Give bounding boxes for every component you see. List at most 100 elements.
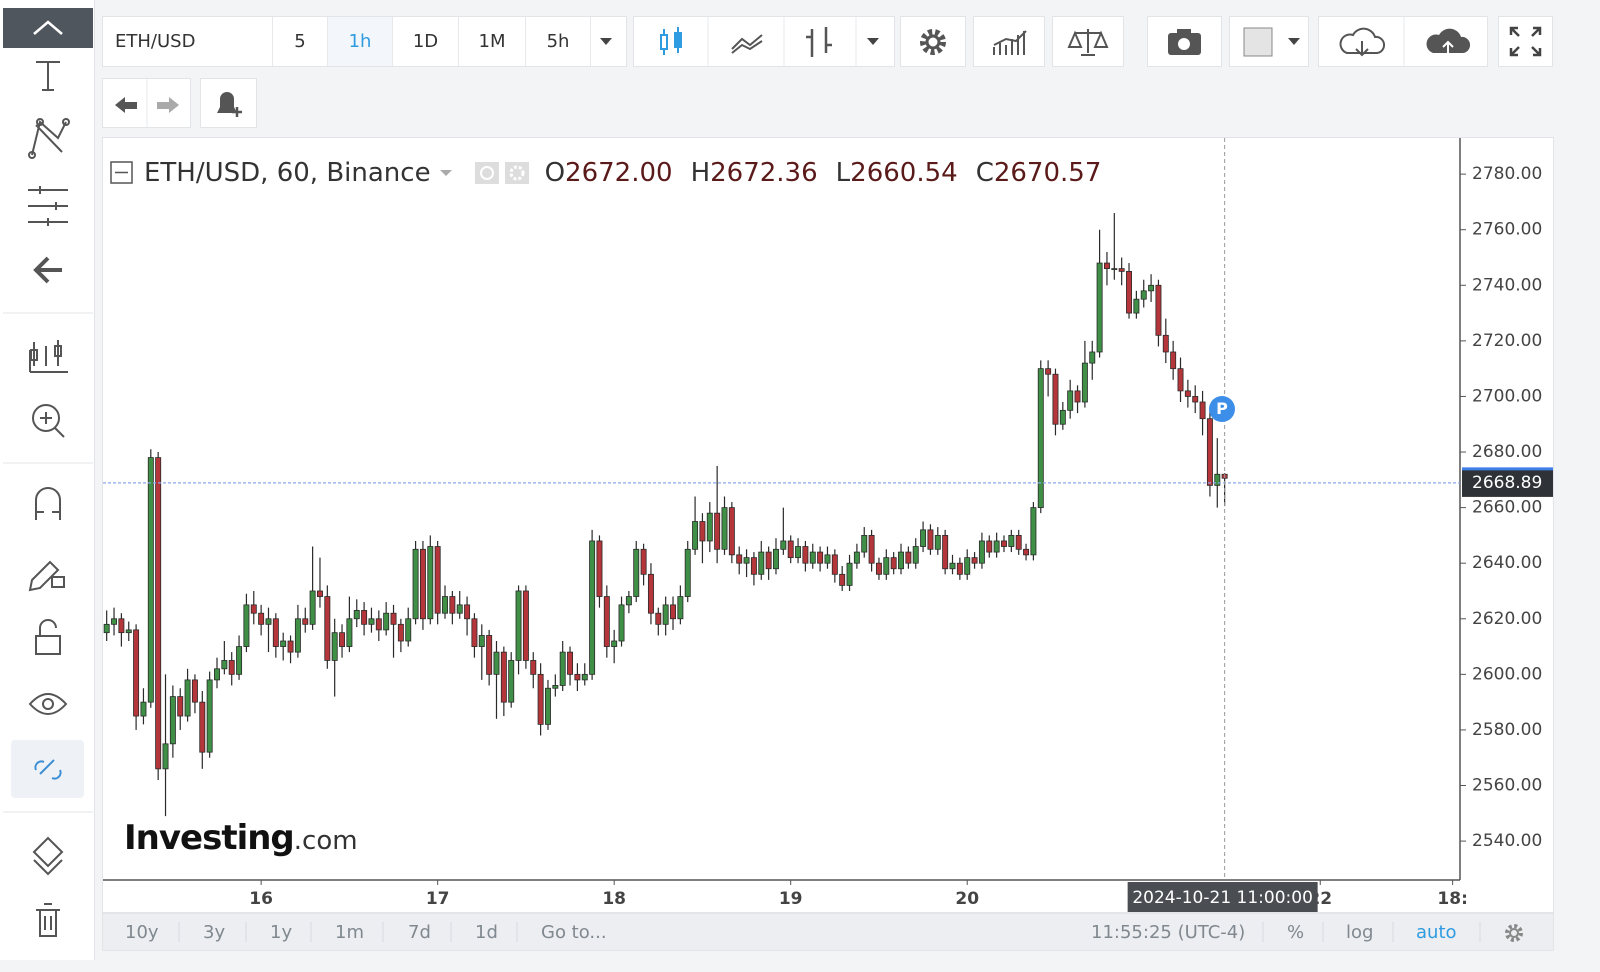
candle-body [692,521,699,550]
dropdown-arrow[interactable] [599,37,613,47]
candle-body [383,612,390,631]
crosshair-box [1127,882,1318,912]
bottom-separators [178,922,1481,942]
candle-body [861,535,868,553]
compare-button[interactable] [1052,16,1124,67]
tool-icons [28,61,70,937]
cloud-upload[interactable] [1426,28,1471,53]
interval-button[interactable]: 1D [393,17,459,66]
candle-body [758,551,765,575]
chevron-icon [33,20,63,35]
range-button[interactable]: 10y [125,922,159,943]
percent-toggle[interactable]: % [1287,922,1305,943]
candle-body [397,623,404,642]
candle-body [434,546,441,614]
candle-body [567,651,574,675]
candle-body [1111,268,1118,271]
candle-body [912,546,919,564]
active-tool[interactable] [11,740,84,798]
interval-button[interactable]: 1M [459,17,526,66]
range-button[interactable]: 1m [335,922,364,943]
candle-body [221,660,228,670]
fullscreen-button[interactable] [1498,16,1553,67]
candle-body [324,596,331,661]
range-button[interactable]: 1d [475,922,498,943]
candle-body [147,457,154,703]
marker[interactable]: P [1209,396,1235,422]
candle-body [228,660,235,675]
candle-body [199,701,206,753]
candle-body [971,557,978,564]
settings-button[interactable] [900,16,966,67]
range-button[interactable]: 7d [408,922,431,943]
y-tick-label: 2760.00 [1472,220,1542,240]
auto-toggle[interactable]: auto [1416,922,1457,943]
symbol-input[interactable]: ETH/USD [103,17,273,66]
interval-button[interactable]: 1h [328,17,393,66]
candle-body [773,548,779,570]
y-tick-label: 2540.00 [1472,831,1542,851]
plot-area [103,213,1228,817]
candle-body [478,635,485,647]
candle-body [714,512,721,550]
x-tick-label: 18 [602,889,626,909]
redo[interactable] [157,97,179,113]
x-tick-label: 19 [779,889,803,909]
candle-body [331,632,338,661]
cloud-download[interactable] [1339,27,1386,54]
candle-body [920,529,927,547]
color-button[interactable] [1229,16,1309,67]
candle-body [1081,362,1088,403]
clock: 11:55:25 (UTC-4) [1091,922,1246,943]
legend-title[interactable]: ETH/USD, 60, Binance [144,158,431,188]
candle-body [184,679,191,717]
legend-dropdown[interactable] [437,167,457,179]
candle-body [964,557,971,575]
settings-icon[interactable] [1503,922,1525,944]
candle-body [589,540,596,675]
candle-body [162,743,169,770]
interval-button[interactable]: 5h [526,17,591,66]
y-tick-label: 2560.00 [1472,776,1542,796]
collapse-button[interactable] [3,8,93,48]
range-button[interactable]: 1y [270,922,293,943]
candle-body [515,590,522,661]
candle-body [1148,284,1155,292]
candle-body [795,546,802,559]
y-tick-label: 2600.00 [1472,664,1542,684]
candle-body [574,673,581,681]
candle-body [728,507,735,556]
candle-body [809,551,816,564]
goto-button[interactable]: Go to... [541,922,607,943]
legend-icons[interactable] [474,160,535,186]
candle-body [522,590,529,661]
candle-body [302,618,309,625]
logo: Investing.com [124,818,358,858]
alert-button[interactable] [200,78,257,128]
candle-body [618,604,625,642]
collapse-legend[interactable] [110,161,134,185]
legend-value: 2672.36 [710,158,818,188]
bottom-bar: 10y 3y 1y 1m 7d 1d Go to... 11:55:25 (UT… [102,913,1554,951]
y-tick-label: 2700.00 [1472,386,1542,406]
candle-body [949,562,956,570]
x-tick-label: 16 [249,889,273,909]
range-button[interactable]: 3y [203,922,226,943]
candle-body [545,687,551,725]
candle-body [287,640,294,653]
candle-body [140,701,147,717]
candle-body [412,548,419,620]
candle-body [177,696,184,717]
snapshot-button[interactable] [1147,16,1222,67]
undo[interactable] [115,97,137,113]
candle-body [375,618,382,631]
candle-body [427,546,434,620]
candle-body [633,548,640,597]
log-toggle[interactable]: log [1346,922,1374,943]
candle-body [1126,270,1132,314]
candle-body [670,604,676,620]
indicators-button[interactable] [973,16,1045,67]
interval-button[interactable]: 5 [273,17,328,66]
legend-key: C [975,158,994,188]
candle-body [868,535,875,564]
